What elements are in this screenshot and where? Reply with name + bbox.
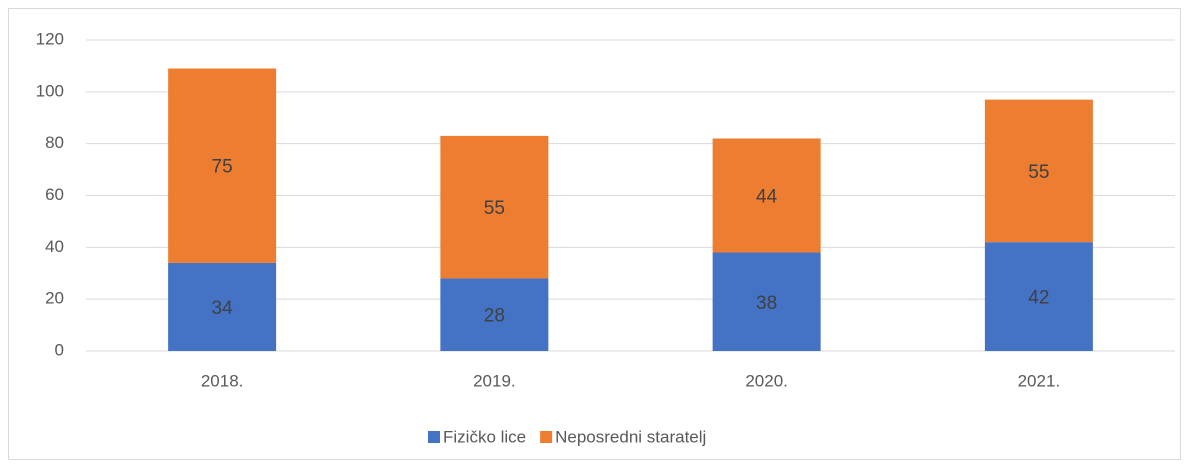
data-label: 44 [756,187,778,208]
data-label: 75 [212,157,233,178]
data-label: 55 [484,198,505,219]
data-label: 28 [484,306,505,327]
x-tick-label: 2019. [473,371,516,390]
y-tick-label: 20 [45,289,64,308]
bar-segment [984,99,1093,243]
data-label: 38 [756,293,777,314]
x-tick-label: 2018. [201,371,244,390]
bar-segment [168,68,277,263]
bar-segment [440,278,549,351]
data-label: 34 [212,298,234,319]
x-tick-label: 2020. [745,371,788,390]
bar-segment [984,242,1093,351]
bar-segment [440,135,549,279]
bar-segment [712,138,821,253]
y-tick-label: 80 [45,133,64,152]
legend-label: Neposredni staratelj [555,427,706,446]
y-tick-label: 40 [45,237,64,256]
legend-label: Fizičko lice [443,427,526,446]
data-label: 42 [1028,288,1049,309]
y-tick-label: 60 [45,185,64,204]
legend-swatch [540,431,553,443]
y-tick-label: 120 [36,29,64,48]
y-tick-label: 0 [55,340,64,359]
x-tick-label: 2021. [1018,371,1061,390]
legend-swatch [428,431,440,443]
bar-segment [712,252,821,351]
data-label: 55 [1028,162,1049,183]
bar-segment [168,262,277,351]
y-tick-label: 100 [36,81,64,100]
